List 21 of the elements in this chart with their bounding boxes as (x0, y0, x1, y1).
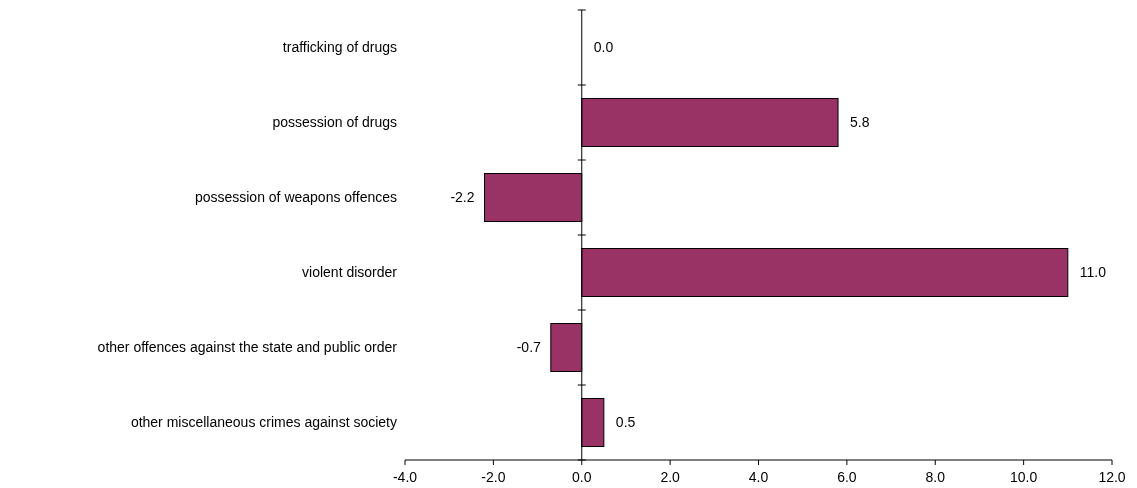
x-tick-label: 8.0 (925, 469, 946, 485)
x-tick-label: -4.0 (392, 469, 418, 485)
x-tick-label: 6.0 (837, 469, 857, 485)
x-tick-label: -2.0 (481, 469, 506, 485)
data-label: -2.2 (450, 189, 475, 206)
y-tick-label: other offences against the state and public order (97, 339, 398, 356)
data-label: 11.0 (1079, 264, 1107, 281)
x-tick-label: 0.0 (572, 469, 592, 485)
data-label: -0.7 (516, 339, 542, 356)
y-tick-label: trafficking of drugs (282, 39, 397, 56)
y-tick-label: possession of drugs (272, 114, 397, 131)
x-tick-label: 2.0 (660, 469, 681, 485)
y-tick-label: other miscellaneous crimes against society (130, 414, 397, 431)
x-tick-label: 12.0 (1098, 469, 1126, 485)
x-tick-label: 10.0 (1010, 469, 1038, 485)
y-tick-label: possession of weapons offences (194, 189, 397, 206)
y-tick-label: violent disorder (302, 264, 398, 281)
data-label: 0.0 (593, 39, 614, 56)
data-label: 0.5 (615, 414, 636, 431)
data-label: 5.8 (850, 114, 870, 131)
x-tick-label: 4.0 (748, 469, 769, 485)
